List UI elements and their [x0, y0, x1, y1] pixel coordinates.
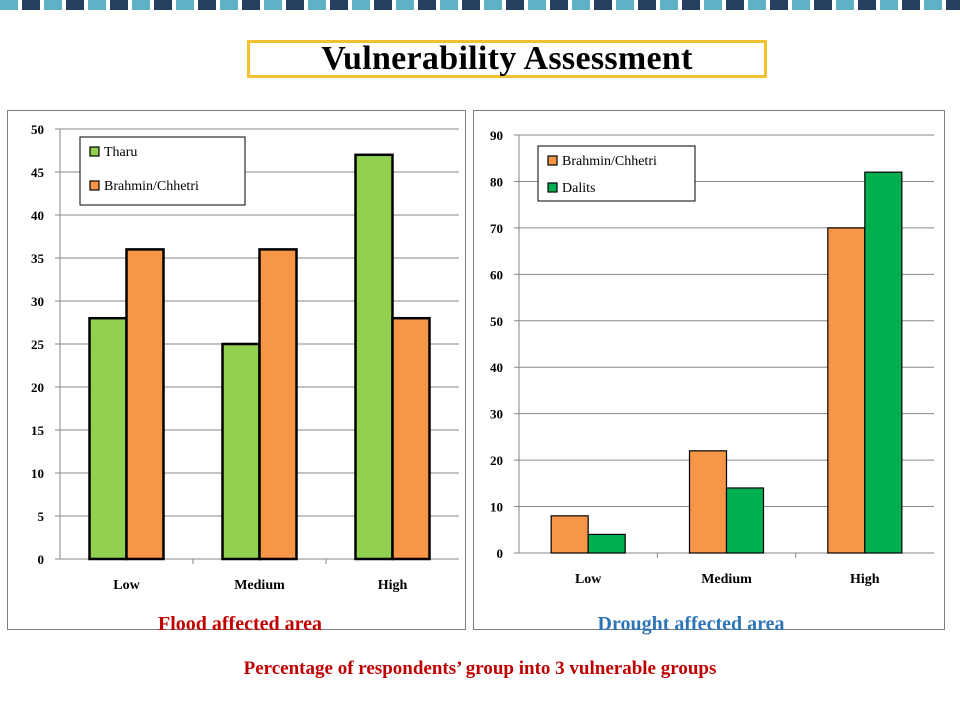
- drought-ytick-label: 10: [490, 500, 503, 515]
- drought-ytick-label: 60: [490, 267, 503, 282]
- drought-ytick-label: 90: [490, 128, 503, 143]
- flood-category-label: High: [378, 578, 408, 593]
- drought-chart: 0 10 20 30 40 50 60 70 80 90 Low Medium High Brahmin/…: [490, 128, 934, 587]
- flood-bar: [391, 316, 431, 561]
- drought-ytick-label: 0: [497, 546, 504, 561]
- drought-category-label: Medium: [701, 572, 752, 587]
- flood-legend-label: Tharu: [104, 145, 137, 160]
- drought-ytick-label: 20: [490, 453, 503, 468]
- slide-title: Vulnerability Assessment: [321, 40, 693, 77]
- drought-legend-label: Brahmin/Chhetri: [562, 154, 657, 169]
- drought-bar: [864, 171, 903, 554]
- drought-ytick-label: 80: [490, 174, 503, 189]
- flood-bar: [125, 248, 165, 561]
- drought-area-label: Drought affected area: [597, 613, 785, 635]
- flood-ytick-label: 35: [31, 251, 45, 266]
- flood-ytick-label: 5: [38, 509, 45, 524]
- flood-chart: 0 5 10 15 20 25 30 35 40 45 50 Low Medium High Tharu Br…: [31, 122, 459, 593]
- drought-legend: [537, 145, 696, 202]
- title-box: Vulnerability Assessment: [247, 40, 767, 78]
- drought-bar: [827, 227, 866, 554]
- flood-chart-panel: 0 5 10 15 20 25 30 35 40 45 50 Low Medium High Tharu Br…: [7, 110, 466, 630]
- flood-ytick-label: 40: [31, 208, 44, 223]
- flood-ytick-label: 45: [31, 165, 45, 180]
- flood-area-label: Flood affected area: [157, 613, 323, 635]
- drought-category-label: Low: [575, 572, 602, 587]
- flood-category-label: Medium: [234, 578, 285, 593]
- drought-ytick-label: 50: [490, 314, 503, 329]
- drought-category-label: High: [850, 572, 880, 587]
- drought-legend-swatch: [547, 155, 558, 166]
- drought-bar: [587, 533, 626, 554]
- drought-legend-label: Dalits: [562, 181, 595, 196]
- drought-ytick-label: 40: [490, 360, 503, 375]
- drought-bar: [688, 450, 728, 554]
- flood-bar: [221, 342, 261, 561]
- drought-ytick-label: 70: [490, 221, 503, 236]
- flood-ytick-label: 15: [31, 423, 45, 438]
- flood-ytick-label: 25: [31, 337, 45, 352]
- slide-caption: Percentage of respondents’ group into 3 …: [243, 658, 717, 679]
- flood-legend-swatch: [89, 180, 100, 191]
- flood-bar: [354, 153, 394, 561]
- flood-ytick-label: 10: [31, 466, 44, 481]
- flood-ytick-label: 30: [31, 294, 44, 309]
- flood-legend-swatch: [89, 146, 100, 157]
- drought-legend-swatch: [547, 182, 558, 193]
- flood-ytick-label: 50: [31, 122, 44, 137]
- flood-legend-label: Brahmin/Chhetri: [104, 179, 199, 194]
- flood-legend: [79, 136, 246, 206]
- drought-ytick-label: 30: [490, 407, 503, 422]
- top-decorative-stripe: [0, 0, 960, 10]
- drought-chart-panel: 0 10 20 30 40 50 60 70 80 90 Low Medium High Brahmin/…: [473, 110, 945, 630]
- flood-bar: [258, 248, 298, 561]
- flood-ytick-label: 20: [31, 380, 44, 395]
- flood-category-label: Low: [113, 578, 140, 593]
- drought-bar: [550, 515, 589, 554]
- drought-bar: [725, 487, 765, 554]
- flood-ytick-label: 0: [38, 552, 45, 567]
- flood-bar: [88, 316, 128, 561]
